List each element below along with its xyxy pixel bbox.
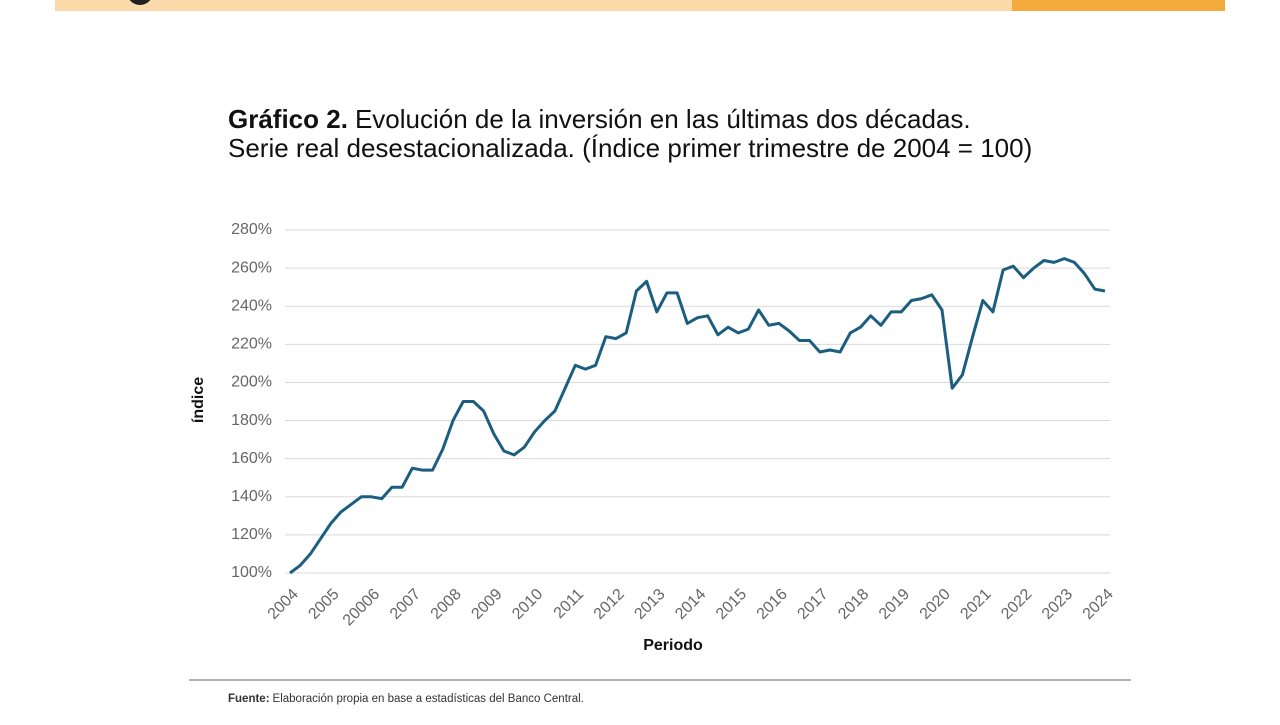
x-tick-label: 2010 (509, 586, 546, 623)
y-tick-label: 140% (231, 488, 272, 505)
source-note: Fuente: Elaboración propia en base a esta… (228, 693, 584, 705)
x-tick-label: 2005 (305, 586, 342, 623)
top-bar (55, 0, 1012, 11)
y-tick-label: 260% (231, 259, 272, 276)
y-axis-label: índice (190, 377, 207, 423)
data-line (289, 257, 1106, 575)
y-tick-label: 160% (231, 450, 272, 467)
x-tick-label: 2013 (631, 586, 668, 623)
x-tick-label: 2023 (1039, 586, 1076, 623)
y-tick-label: 220% (231, 336, 272, 353)
x-tick-label: 2004 (265, 586, 302, 623)
x-tick-label: 2015 (713, 586, 750, 623)
y-tick-label: 240% (231, 297, 272, 314)
x-tick-label: 2007 (387, 586, 424, 623)
chart-title: Gráfico 2. Evolución de la inversión en l… (228, 104, 971, 134)
x-tick-label: 2011 (551, 586, 587, 622)
logo-fragment (129, 0, 151, 5)
x-tick-label: 2022 (998, 586, 1035, 623)
x-tick-label: 2018 (835, 586, 872, 623)
title-label: Gráfico 2. (228, 104, 348, 134)
plot: 100% 120% 140% 160% 180% 200% 220% 240% 260% 280%… (231, 221, 1117, 629)
top-bar-accent (1012, 0, 1225, 11)
source-label: Fuente: (228, 693, 270, 705)
x-tick-label: 2020 (917, 586, 954, 623)
y-tick-label: 120% (231, 526, 272, 543)
title-text: Evolución de la inversión en las últimas… (355, 104, 971, 134)
x-tick-label: 2016 (754, 586, 791, 623)
x-tick-label: 2017 (794, 586, 831, 623)
x-axis-label: Periodo (643, 637, 703, 654)
source-text: Elaboración propia en base a estadística… (273, 693, 584, 705)
y-tick-label: 180% (231, 412, 272, 429)
chart-subtitle: Serie real desestacionalizada. (Índice p… (228, 133, 1032, 163)
x-tick-label: 2024 (1080, 586, 1117, 623)
x-tick-label: 2021 (957, 586, 994, 623)
x-tick-label: 2012 (591, 586, 628, 623)
y-tick-label: 280% (231, 221, 272, 238)
y-tick-label: 100% (231, 564, 272, 581)
x-tick-label: 20006 (340, 586, 384, 630)
x-tick-label: 2009 (468, 586, 505, 623)
x-tick-label: 2019 (876, 586, 913, 623)
x-tick-label: 2014 (672, 586, 709, 623)
x-tick-label: 2008 (428, 586, 465, 623)
y-tick-label: 200% (231, 374, 272, 391)
